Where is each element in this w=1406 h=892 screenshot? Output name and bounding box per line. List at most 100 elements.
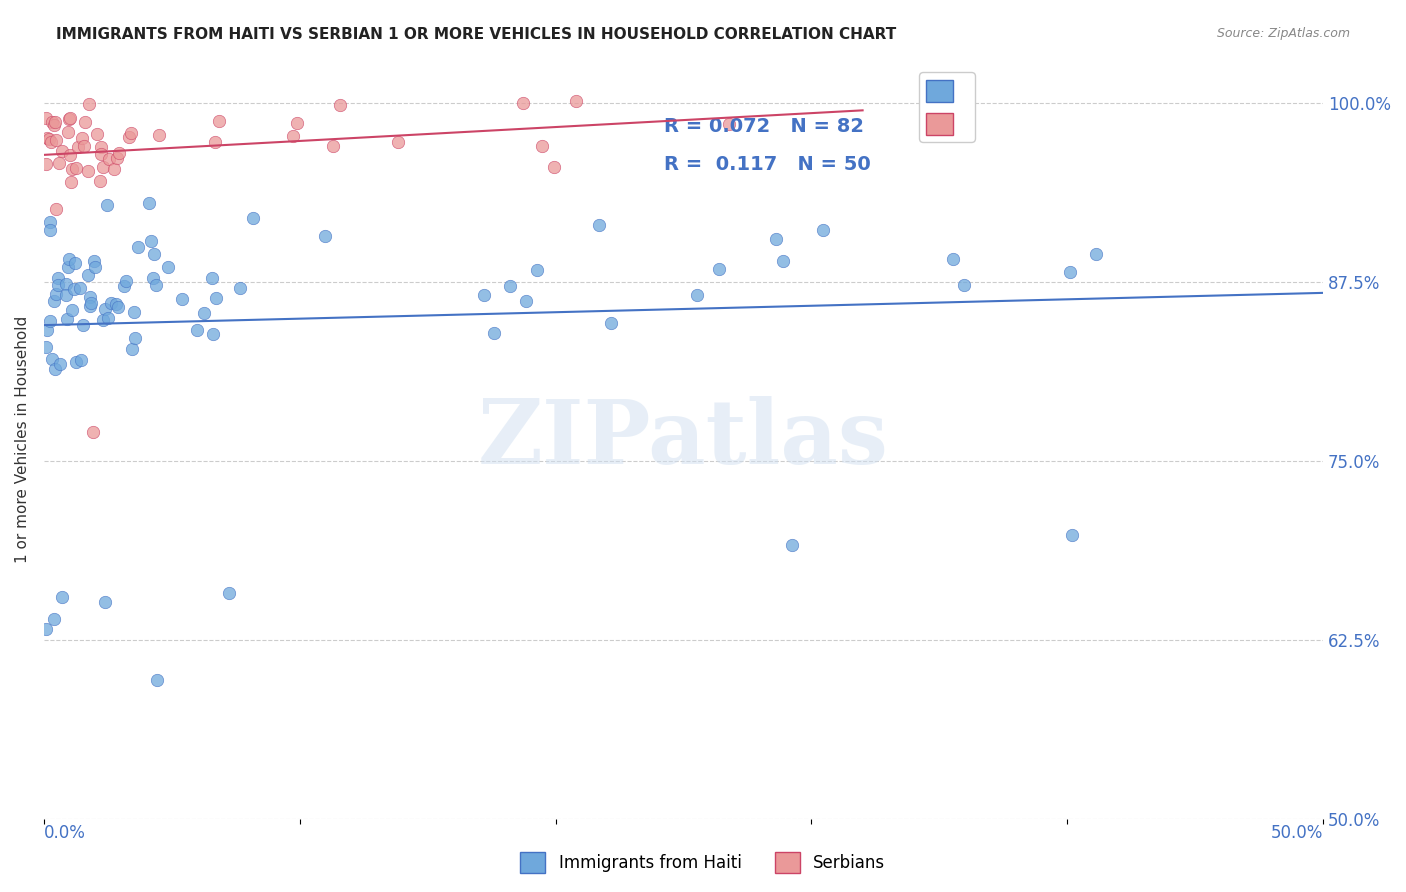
Point: [93, 595, 115, 609]
Point: [42, 293, 65, 308]
Point: [45, 202, 67, 217]
Point: [79, 290, 101, 304]
Point: [242, 211, 264, 225]
Text: IMMIGRANTS FROM HAITI VS SERBIAN 1 OR MORE VEHICLES IN HOUSEHOLD CORRELATION CHA: IMMIGRANTS FROM HAITI VS SERBIAN 1 OR MO…: [56, 27, 897, 42]
Point: [588, 218, 610, 232]
Point: [55, 277, 77, 291]
Point: [39, 223, 62, 237]
Point: [97, 311, 120, 326]
Point: [56, 125, 79, 139]
Point: [281, 128, 304, 143]
Point: [59, 148, 82, 162]
Point: [1059, 265, 1081, 279]
Point: [59, 111, 82, 125]
Point: [86, 127, 108, 141]
Point: [82, 425, 104, 440]
Point: [145, 277, 167, 292]
Text: 0.0%: 0.0%: [44, 823, 86, 842]
Point: [94, 301, 117, 316]
Point: [73, 139, 96, 153]
Point: [208, 114, 231, 128]
Point: [46, 271, 69, 285]
Legend: Immigrants from Haiti, Serbians: Immigrants from Haiti, Serbians: [513, 846, 893, 880]
Point: [65, 161, 87, 175]
Point: [41, 352, 63, 367]
Point: [105, 151, 128, 165]
Point: [157, 260, 180, 274]
Point: [499, 279, 522, 293]
Point: [942, 252, 965, 266]
Point: [55, 312, 77, 326]
Legend: , : ,: [920, 72, 976, 142]
Point: [287, 115, 309, 129]
Point: [1062, 528, 1084, 542]
Point: [90, 146, 112, 161]
Point: [707, 261, 730, 276]
Point: [63, 255, 86, 269]
Point: [35, 157, 58, 171]
Point: [83, 260, 105, 274]
Point: [69, 281, 91, 295]
Point: [97, 153, 120, 167]
Text: R =  0.117   N = 50: R = 0.117 N = 50: [664, 155, 872, 174]
Point: [62, 282, 84, 296]
Text: 50.0%: 50.0%: [1271, 823, 1323, 842]
Point: [107, 300, 129, 314]
Text: R = 0.072   N = 82: R = 0.072 N = 82: [664, 117, 865, 136]
Point: [201, 271, 224, 285]
Point: [38, 314, 60, 328]
Point: [114, 275, 136, 289]
Point: [314, 228, 336, 243]
Point: [543, 160, 565, 174]
Point: [76, 164, 98, 178]
Point: [127, 240, 149, 254]
Point: [515, 294, 537, 309]
Point: [96, 198, 118, 212]
Point: [41, 135, 63, 149]
Point: [72, 318, 94, 333]
Point: [60, 161, 83, 176]
Text: Source: ZipAtlas.com: Source: ZipAtlas.com: [1216, 27, 1350, 40]
Point: [112, 279, 135, 293]
Point: [512, 95, 534, 110]
Point: [90, 139, 112, 153]
Point: [58, 260, 80, 274]
Point: [122, 304, 145, 318]
Point: [322, 138, 344, 153]
Point: [44, 118, 66, 132]
Point: [717, 117, 740, 131]
Point: [45, 287, 67, 301]
Point: [765, 232, 787, 246]
Point: [35, 323, 58, 337]
Point: [201, 326, 224, 341]
Point: [91, 313, 114, 327]
Point: [44, 115, 66, 129]
Point: [170, 292, 193, 306]
Point: [565, 94, 588, 108]
Point: [89, 174, 111, 188]
Point: [1084, 247, 1107, 261]
Point: [39, 214, 62, 228]
Point: [118, 130, 141, 145]
Point: [124, 331, 146, 345]
Point: [387, 136, 409, 150]
Point: [121, 342, 143, 356]
Point: [70, 131, 93, 145]
Text: ZIPatlas: ZIPatlas: [478, 396, 889, 483]
Point: [142, 271, 165, 285]
Point: [80, 295, 103, 310]
Point: [83, 254, 105, 268]
Point: [46, 277, 69, 292]
Point: [205, 291, 228, 305]
Point: [77, 97, 100, 112]
Point: [600, 316, 623, 330]
Point: [58, 112, 80, 126]
Point: [145, 673, 167, 688]
Point: [58, 252, 80, 267]
Point: [218, 585, 240, 599]
Point: [139, 234, 162, 248]
Point: [526, 263, 548, 277]
Point: [103, 161, 125, 176]
Point: [107, 146, 129, 161]
Point: [772, 254, 794, 268]
